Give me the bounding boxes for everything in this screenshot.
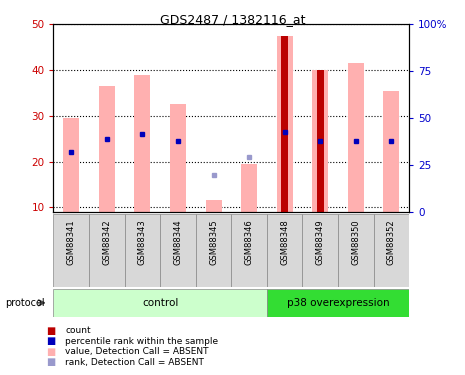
Bar <box>384 91 399 212</box>
FancyBboxPatch shape <box>232 214 267 287</box>
Bar <box>241 164 257 212</box>
Text: percentile rank within the sample: percentile rank within the sample <box>65 337 218 346</box>
Text: rank, Detection Call = ABSENT: rank, Detection Call = ABSENT <box>65 358 204 367</box>
Bar <box>206 201 221 212</box>
Bar <box>312 70 328 212</box>
Bar <box>63 118 79 212</box>
FancyBboxPatch shape <box>196 214 232 287</box>
Text: GSM88348: GSM88348 <box>280 220 289 266</box>
Text: GSM88346: GSM88346 <box>245 220 253 266</box>
Bar <box>281 36 288 212</box>
Text: GSM88352: GSM88352 <box>387 220 396 265</box>
FancyBboxPatch shape <box>125 214 160 287</box>
Text: ■: ■ <box>46 347 56 357</box>
FancyBboxPatch shape <box>338 214 374 287</box>
Text: GSM88342: GSM88342 <box>102 220 111 265</box>
FancyBboxPatch shape <box>160 214 196 287</box>
Text: count: count <box>65 326 91 335</box>
Bar <box>277 36 292 212</box>
Bar <box>170 104 186 212</box>
Text: protocol: protocol <box>5 298 44 308</box>
Text: GSM88345: GSM88345 <box>209 220 218 265</box>
Text: control: control <box>142 298 179 308</box>
Text: GSM88350: GSM88350 <box>352 220 360 265</box>
Text: GSM88349: GSM88349 <box>316 220 325 265</box>
Text: p38 overexpression: p38 overexpression <box>287 298 389 308</box>
FancyBboxPatch shape <box>303 214 338 287</box>
Text: ■: ■ <box>46 357 56 367</box>
Text: GDS2487 / 1382116_at: GDS2487 / 1382116_at <box>160 13 305 26</box>
Text: ■: ■ <box>46 336 56 346</box>
Text: GSM88344: GSM88344 <box>173 220 182 265</box>
Text: GSM88341: GSM88341 <box>67 220 76 265</box>
Bar <box>99 86 115 212</box>
Bar <box>267 289 409 317</box>
Bar <box>53 289 267 317</box>
Text: value, Detection Call = ABSENT: value, Detection Call = ABSENT <box>65 347 209 356</box>
Bar <box>134 75 150 212</box>
Bar <box>348 63 364 212</box>
Text: GSM88343: GSM88343 <box>138 220 147 266</box>
FancyBboxPatch shape <box>89 214 125 287</box>
Bar <box>317 70 324 212</box>
FancyBboxPatch shape <box>374 214 409 287</box>
FancyBboxPatch shape <box>267 214 303 287</box>
Text: ■: ■ <box>46 326 56 336</box>
FancyBboxPatch shape <box>53 214 89 287</box>
